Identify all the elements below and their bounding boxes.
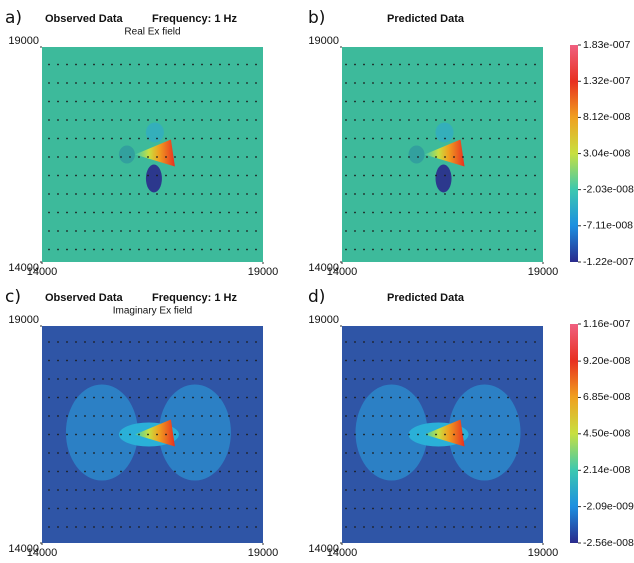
dot-grid	[42, 326, 263, 543]
y-tick-label: 19000	[8, 35, 39, 47]
panel-label: a)	[5, 8, 22, 28]
x-tick-label: 19000	[528, 266, 559, 278]
panel-title: Observed Data	[45, 13, 124, 25]
panel-label: b)	[308, 8, 325, 28]
x-tick-label: 14000	[327, 266, 358, 278]
colorbar-label: -2.09e-009	[583, 500, 634, 512]
y-tick-label: 14000	[8, 543, 39, 555]
panel-note: Real Ex field	[124, 27, 180, 38]
y-tick-label: 14000	[8, 262, 39, 274]
colorbar-label: 4.50e-008	[583, 428, 630, 440]
colorbar-label: 1.32e-007	[583, 75, 630, 87]
x-tick-label: 19000	[248, 547, 279, 559]
panel-title: Observed Data	[45, 292, 124, 304]
y-tick-label: 19000	[8, 314, 39, 326]
x-tick-label: 14000	[27, 266, 58, 278]
y-tick-label: 19000	[308, 35, 339, 47]
colorbar-label: 6.85e-008	[583, 391, 630, 403]
colorbar-label: 1.16e-007	[583, 318, 630, 330]
panel-title: Predicted Data	[387, 13, 465, 25]
colorbar-label: 8.12e-008	[583, 111, 630, 123]
dot-grid	[342, 326, 543, 543]
y-tick-label: 19000	[308, 314, 339, 326]
colorbar-label: -1.22e-007	[583, 256, 634, 268]
colorbar-label: -2.03e-008	[583, 183, 634, 195]
colorbar-label: 3.04e-008	[583, 147, 630, 159]
dot-grid	[342, 47, 543, 262]
panel-label: d)	[308, 287, 325, 307]
x-tick-label: 14000	[327, 547, 358, 559]
y-tick-label: 14000	[308, 543, 339, 555]
dot-grid	[42, 47, 263, 262]
colorbar	[570, 45, 578, 262]
colorbar-label: -2.56e-008	[583, 537, 634, 549]
panel-note: Imaginary Ex field	[113, 306, 192, 317]
colorbar-label: 2.14e-008	[583, 464, 630, 476]
panel-subtitle: Frequency: 1 Hz	[152, 13, 237, 25]
y-tick-label: 14000	[308, 262, 339, 274]
colorbar	[570, 324, 578, 543]
x-tick-label: 19000	[248, 266, 279, 278]
colorbar-label: 9.20e-008	[583, 355, 630, 367]
colorbar-label: 1.83e-007	[583, 39, 630, 51]
x-tick-label: 14000	[27, 547, 58, 559]
panel-label: c)	[5, 287, 21, 307]
panel-subtitle: Frequency: 1 Hz	[152, 292, 237, 304]
x-tick-label: 19000	[528, 547, 559, 559]
panel-title: Predicted Data	[387, 292, 465, 304]
colorbar-label: -7.11e-008	[583, 220, 633, 232]
